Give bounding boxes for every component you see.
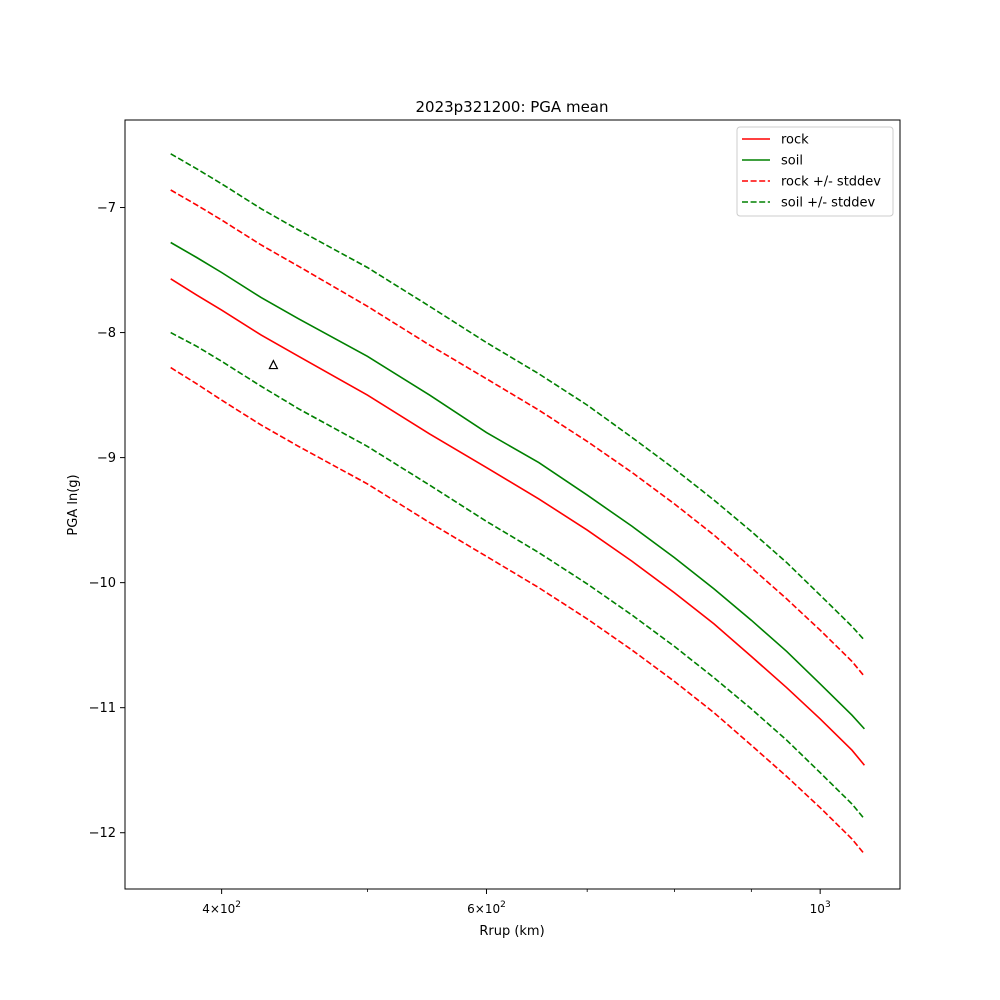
observation-markers	[268, 359, 279, 370]
y-tick-label-3: −10	[89, 576, 116, 591]
y-axis-label: PGA ln(g)	[66, 474, 81, 535]
legend-label-0: rock	[781, 133, 809, 148]
x-tick-label-1: 6×102	[467, 900, 506, 916]
legend-label-3: soil +/- stddev	[781, 196, 876, 211]
y-tick-label-5: −12	[89, 826, 116, 841]
series-line-1	[170, 241, 865, 730]
series-line-3	[170, 366, 866, 855]
x-axis-label: Rrup (km)	[479, 924, 544, 939]
plot-frame	[124, 119, 901, 890]
legend: rock soil rock +/- stddev soil +/- stddev	[736, 126, 894, 217]
y-tick-label-0: −7	[97, 201, 116, 216]
y-axis-ticks: −7 −8 −9 −10 −11 −12	[89, 201, 125, 841]
series-line-5	[170, 331, 866, 820]
x-tick-label-2: 103	[810, 900, 831, 916]
observation-marker-0	[268, 359, 279, 370]
series-lines	[170, 153, 866, 855]
y-tick-label-4: −11	[89, 701, 116, 716]
series-line-4	[170, 153, 865, 641]
x-tick-label-0: 4×102	[202, 900, 241, 916]
legend-label-2: rock +/- stddev	[781, 175, 881, 190]
x-axis-ticks: 4×102 6×102 103	[202, 889, 831, 916]
plot-area	[125, 120, 900, 889]
y-tick-label-1: −8	[97, 326, 116, 341]
series-line-0	[170, 278, 866, 766]
chart-title: 2023p321200: PGA mean	[415, 98, 608, 116]
legend-label-1: soil	[781, 154, 803, 169]
legend-box	[736, 126, 894, 217]
series-line-2	[170, 189, 866, 677]
y-tick-label-2: −9	[97, 451, 116, 466]
